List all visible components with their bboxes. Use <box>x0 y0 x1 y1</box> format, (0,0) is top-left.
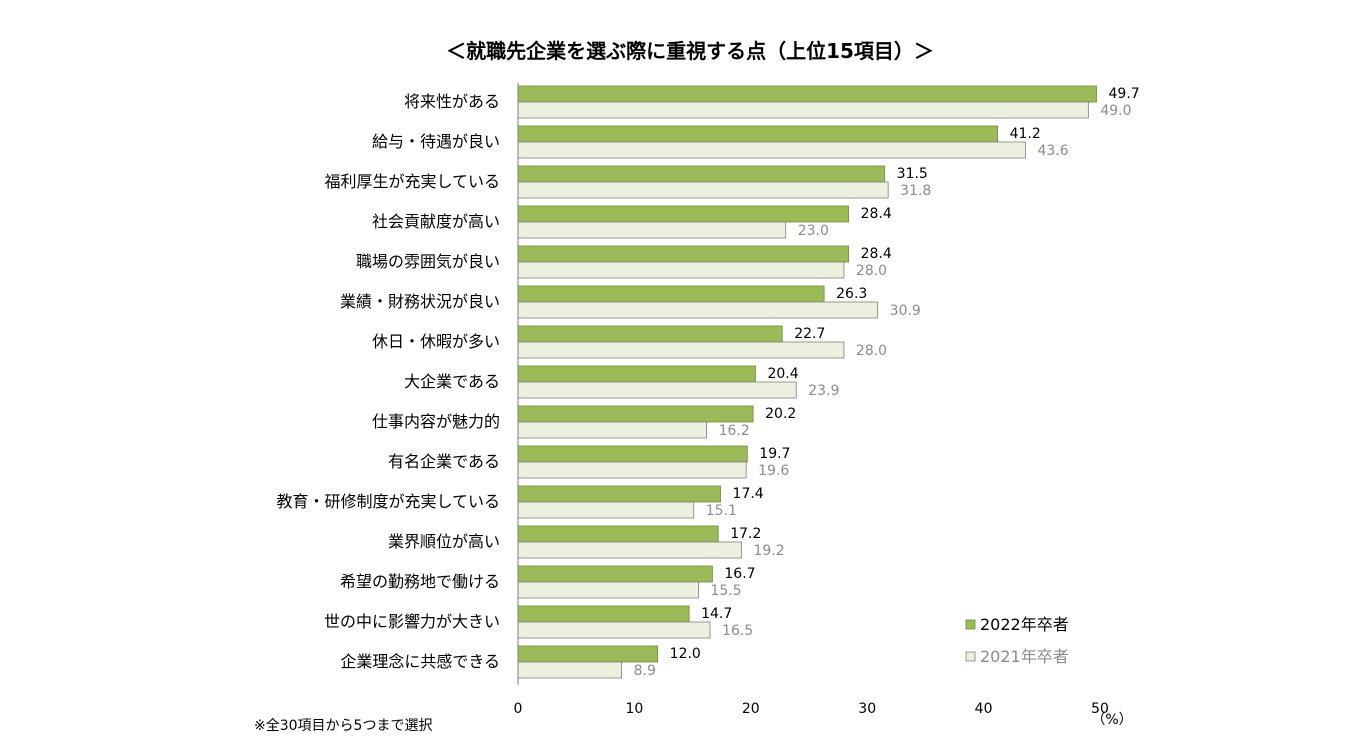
bar-2022 <box>517 445 748 463</box>
bar-2022 <box>517 85 1097 103</box>
data-label-2021: 43.6 <box>1038 143 1069 159</box>
bar-2022 <box>517 325 783 343</box>
bar-2021 <box>517 581 699 599</box>
category-label: 業界順位が高い <box>388 532 500 551</box>
category-label: 企業理念に共感できる <box>340 652 500 671</box>
legend-swatch-2021 <box>965 651 976 662</box>
data-label-2022: 28.4 <box>861 246 892 262</box>
x-axis: 0 10 20 30 40 50 <box>514 83 1109 717</box>
bar-2022 <box>517 645 659 663</box>
category-label: 世の中に影響力が大きい <box>324 612 500 631</box>
bar-2022 <box>517 285 825 303</box>
bar-2022 <box>517 405 754 423</box>
category-label: 有名企業である <box>388 452 500 471</box>
data-label-2021: 49.0 <box>1100 103 1131 119</box>
data-label-2022: 17.2 <box>730 526 761 542</box>
legend: 2022年卒者 2021年卒者 <box>965 615 1069 666</box>
bar-2021 <box>517 421 707 439</box>
data-label-2021: 23.0 <box>798 223 829 239</box>
x-tick-label: 0 <box>514 701 523 717</box>
data-label-2021: 16.5 <box>722 623 753 639</box>
data-label-2021: 8.9 <box>634 663 656 679</box>
category-label: 希望の勤務地で働ける <box>340 572 500 591</box>
data-label-2021: 28.0 <box>856 263 887 279</box>
bar-2021 <box>517 661 622 679</box>
bar-2022 <box>517 565 713 583</box>
bars-layer: 将来性がある 49.749.0 給与・待遇が良い 41.243.6 福利厚生が充実してい… <box>276 85 1140 679</box>
category-label: 将来性がある <box>404 92 500 111</box>
data-label-2021: 23.9 <box>808 383 839 399</box>
category-label: 仕事内容が魅力的 <box>372 412 500 431</box>
x-tick-label: 50 <box>1091 701 1109 717</box>
bar-2022 <box>517 485 721 503</box>
data-label-2022: 12.0 <box>670 646 701 662</box>
bar-2021 <box>517 301 879 319</box>
data-label-2022: 22.7 <box>794 326 825 342</box>
bar-2021 <box>517 181 889 199</box>
data-label-2022: 17.4 <box>733 486 764 502</box>
data-label-2022: 49.7 <box>1109 86 1140 102</box>
chart-title: ＜就職先企業を選ぶ際に重視する点（上位15項目）＞ <box>446 39 934 63</box>
category-label: 社会貢献度が高い <box>372 212 500 231</box>
data-label-2021: 19.2 <box>753 543 784 559</box>
data-label-2022: 19.7 <box>759 446 790 462</box>
bar-2021 <box>517 101 1089 119</box>
bar-2021 <box>517 501 695 519</box>
data-label-2021: 31.8 <box>900 183 931 199</box>
footnote: ※全30項目から5つまで選択 <box>254 717 432 734</box>
data-label-2022: 28.4 <box>861 206 892 222</box>
legend-swatch-2022 <box>965 619 976 630</box>
data-label-2021: 15.5 <box>710 583 741 599</box>
data-label-2021: 30.9 <box>890 303 921 319</box>
bar-2021 <box>517 461 747 479</box>
data-label-2022: 41.2 <box>1010 126 1041 142</box>
legend-label-2021: 2021年卒者 <box>980 647 1069 666</box>
bar-2021 <box>517 261 845 279</box>
data-label-2022: 26.3 <box>836 286 867 302</box>
category-label: 職場の雰囲気が良い <box>356 252 500 271</box>
data-label-2021: 28.0 <box>856 343 887 359</box>
data-label-2022: 20.2 <box>765 406 796 422</box>
bar-2021 <box>517 341 845 359</box>
data-label-2021: 15.1 <box>706 503 737 519</box>
data-label-2022: 31.5 <box>897 166 928 182</box>
data-label-2022: 20.4 <box>767 366 798 382</box>
category-label: 給与・待遇が良い <box>372 132 500 151</box>
category-label: 業績・財務状況が良い <box>340 292 500 311</box>
x-tick-label: 30 <box>858 701 876 717</box>
data-label-2022: 14.7 <box>701 606 732 622</box>
legend-label-2022: 2022年卒者 <box>980 615 1069 634</box>
bar-2022 <box>517 125 998 143</box>
x-tick-label: 20 <box>742 701 760 717</box>
bar-2021 <box>517 141 1026 159</box>
x-tick-label: 40 <box>975 701 993 717</box>
bar-2021 <box>517 541 742 559</box>
category-label: 福利厚生が充実している <box>324 172 500 191</box>
x-axis-unit-label: （%） <box>1091 712 1132 728</box>
data-label-2021: 16.2 <box>719 423 750 439</box>
bar-2021 <box>517 381 797 399</box>
data-label-2021: 19.6 <box>758 463 789 479</box>
bar-2022 <box>517 365 756 383</box>
bar-2022 <box>517 245 849 263</box>
bar-2022 <box>517 605 690 623</box>
bar-2022 <box>517 525 719 543</box>
bar-2021 <box>517 221 787 239</box>
x-tick-label: 10 <box>625 701 643 717</box>
category-label: 大企業である <box>404 372 500 391</box>
data-label-2022: 16.7 <box>724 566 755 582</box>
bar-2022 <box>517 205 849 223</box>
bar-2022 <box>517 165 886 183</box>
bar-2021 <box>517 621 711 639</box>
category-label: 休日・休暇が多い <box>372 332 500 351</box>
category-label: 教育・研修制度が充実している <box>276 492 500 511</box>
